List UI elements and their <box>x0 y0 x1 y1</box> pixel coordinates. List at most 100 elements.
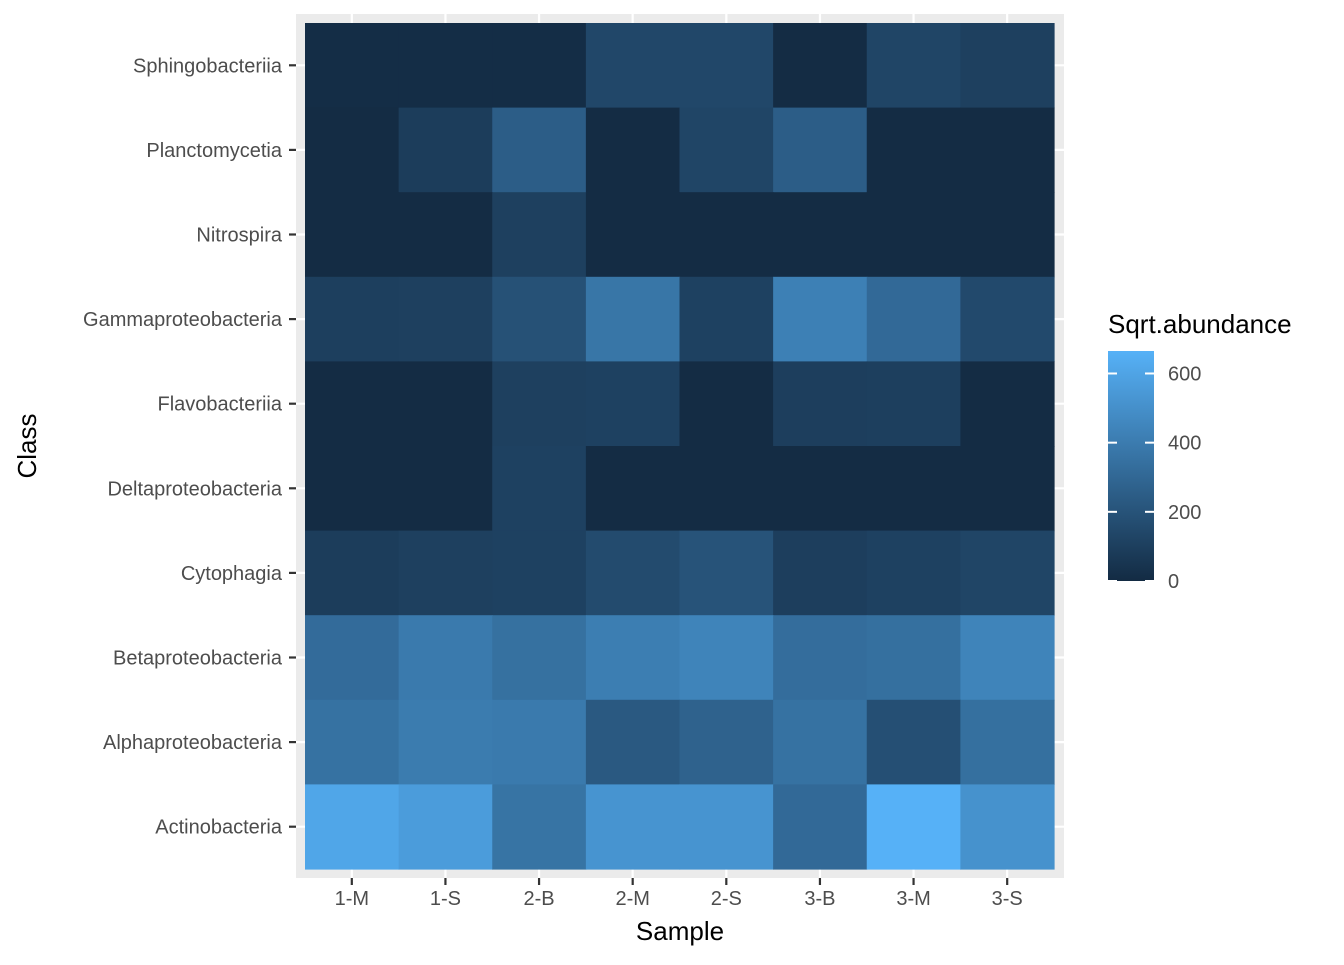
heatmap-cell <box>398 107 493 193</box>
legend-colorbar <box>1108 351 1154 581</box>
heatmap-cell <box>398 192 493 278</box>
x-tick-label: 2-B <box>524 888 555 910</box>
heatmap-cell <box>866 615 961 701</box>
heatmap-cell <box>398 784 493 870</box>
x-tick-label: 1-S <box>430 888 461 910</box>
heatmap-cell <box>585 699 681 785</box>
heatmap-cell <box>960 276 1055 362</box>
legend-label: 400 <box>1168 433 1201 455</box>
heatmap-cell <box>773 784 868 870</box>
y-tick-label: Actinobacteria <box>155 817 283 839</box>
heatmap-cell <box>492 276 587 362</box>
heatmap-cell <box>585 276 681 362</box>
heatmap-cell <box>679 530 774 616</box>
heatmap-cell <box>960 192 1055 278</box>
legend-label: 0 <box>1168 571 1179 593</box>
heatmap-cell <box>492 107 587 193</box>
heatmap-cell <box>398 276 493 362</box>
heatmap-cell <box>305 615 400 701</box>
y-tick-label: Deltaproteobacteria <box>107 478 282 500</box>
heatmap-cell <box>398 615 493 701</box>
heatmap-cell <box>305 107 400 193</box>
heatmap-cell <box>773 107 868 193</box>
heatmap-cell <box>960 699 1055 785</box>
heatmap-cell <box>492 361 587 447</box>
y-axis-title: Class <box>12 413 42 478</box>
heatmap-cell <box>866 530 961 616</box>
heatmap-cell <box>305 276 400 362</box>
y-axis: Sphingobacteriia Planctomycetia Nitrospira… <box>83 55 296 839</box>
heatmap-cell <box>679 615 774 701</box>
heatmap-cell <box>960 530 1055 616</box>
y-tick-label: Gammaproteobacteria <box>83 309 283 331</box>
legend-label: 200 <box>1168 502 1201 524</box>
heatmap-cell <box>773 276 868 362</box>
heatmap-cell <box>866 699 961 785</box>
heatmap-cell <box>398 446 493 532</box>
y-tick-label: Flavobacteriia <box>157 394 282 416</box>
heatmap-cell <box>679 23 774 109</box>
heatmap-cell <box>773 530 868 616</box>
x-axis-title: Sample <box>636 916 724 946</box>
heatmap-cell <box>585 446 681 532</box>
heatmap-cell <box>305 784 400 870</box>
heatmap-cell <box>585 192 681 278</box>
heatmap-cell <box>585 361 681 447</box>
heatmap-cell <box>773 699 868 785</box>
heatmap-cell <box>960 446 1055 532</box>
heatmap-cell <box>305 446 400 532</box>
legend-label: 600 <box>1168 363 1201 385</box>
heatmap-cell <box>398 699 493 785</box>
x-axis: 1-M 1-S 2-B 2-M 2-S 3-B 3-M 3-S <box>335 878 1023 910</box>
color-legend: Sqrt.abundance 0 200 400 600 <box>1108 309 1292 593</box>
heatmap-cell <box>960 107 1055 193</box>
heatmap-cell <box>492 699 587 785</box>
heatmap-cell <box>492 446 587 532</box>
heatmap-cell <box>492 784 587 870</box>
heatmap-cells <box>305 23 1055 870</box>
heatmap-cell <box>773 361 868 447</box>
heatmap-cell <box>679 361 774 447</box>
heatmap-cell <box>492 192 587 278</box>
heatmap-cell <box>398 361 493 447</box>
heatmap-cell <box>585 784 681 870</box>
heatmap-cell <box>492 23 587 109</box>
heatmap-cell <box>679 446 774 532</box>
heatmap-cell <box>773 615 868 701</box>
heatmap-cell <box>960 784 1055 870</box>
x-tick-label: 3-B <box>804 888 835 910</box>
legend-title: Sqrt.abundance <box>1108 309 1292 339</box>
heatmap-cell <box>679 276 774 362</box>
heatmap-cell <box>866 446 961 532</box>
heatmap-cell <box>492 530 587 616</box>
heatmap-cell <box>679 784 774 870</box>
heatmap-cell <box>866 107 961 193</box>
y-tick-label: Sphingobacteriia <box>133 55 283 77</box>
heatmap-cell <box>679 107 774 193</box>
heatmap-cell <box>773 23 868 109</box>
y-tick-label: Betaproteobacteria <box>113 648 283 670</box>
x-tick-label: 3-M <box>896 888 930 910</box>
heatmap-cell <box>585 615 681 701</box>
x-tick-label: 2-S <box>711 888 742 910</box>
heatmap-cell <box>305 192 400 278</box>
heatmap-cell <box>773 192 868 278</box>
heatmap-cell <box>866 23 961 109</box>
heatmap-cell <box>866 192 961 278</box>
heatmap-cell <box>866 276 961 362</box>
heatmap-cell <box>492 615 587 701</box>
y-tick-label: Alphaproteobacteria <box>103 732 283 754</box>
heatmap-cell <box>960 615 1055 701</box>
heatmap-cell <box>305 361 400 447</box>
heatmap-cell <box>866 784 961 870</box>
x-tick-label: 3-S <box>992 888 1023 910</box>
heatmap-cell <box>679 699 774 785</box>
heatmap-cell <box>866 361 961 447</box>
heatmap-cell <box>305 699 400 785</box>
y-tick-label: Nitrospira <box>196 225 282 247</box>
heatmap-cell <box>585 107 681 193</box>
y-tick-label: Planctomycetia <box>146 140 282 162</box>
heatmap-cell <box>960 361 1055 447</box>
